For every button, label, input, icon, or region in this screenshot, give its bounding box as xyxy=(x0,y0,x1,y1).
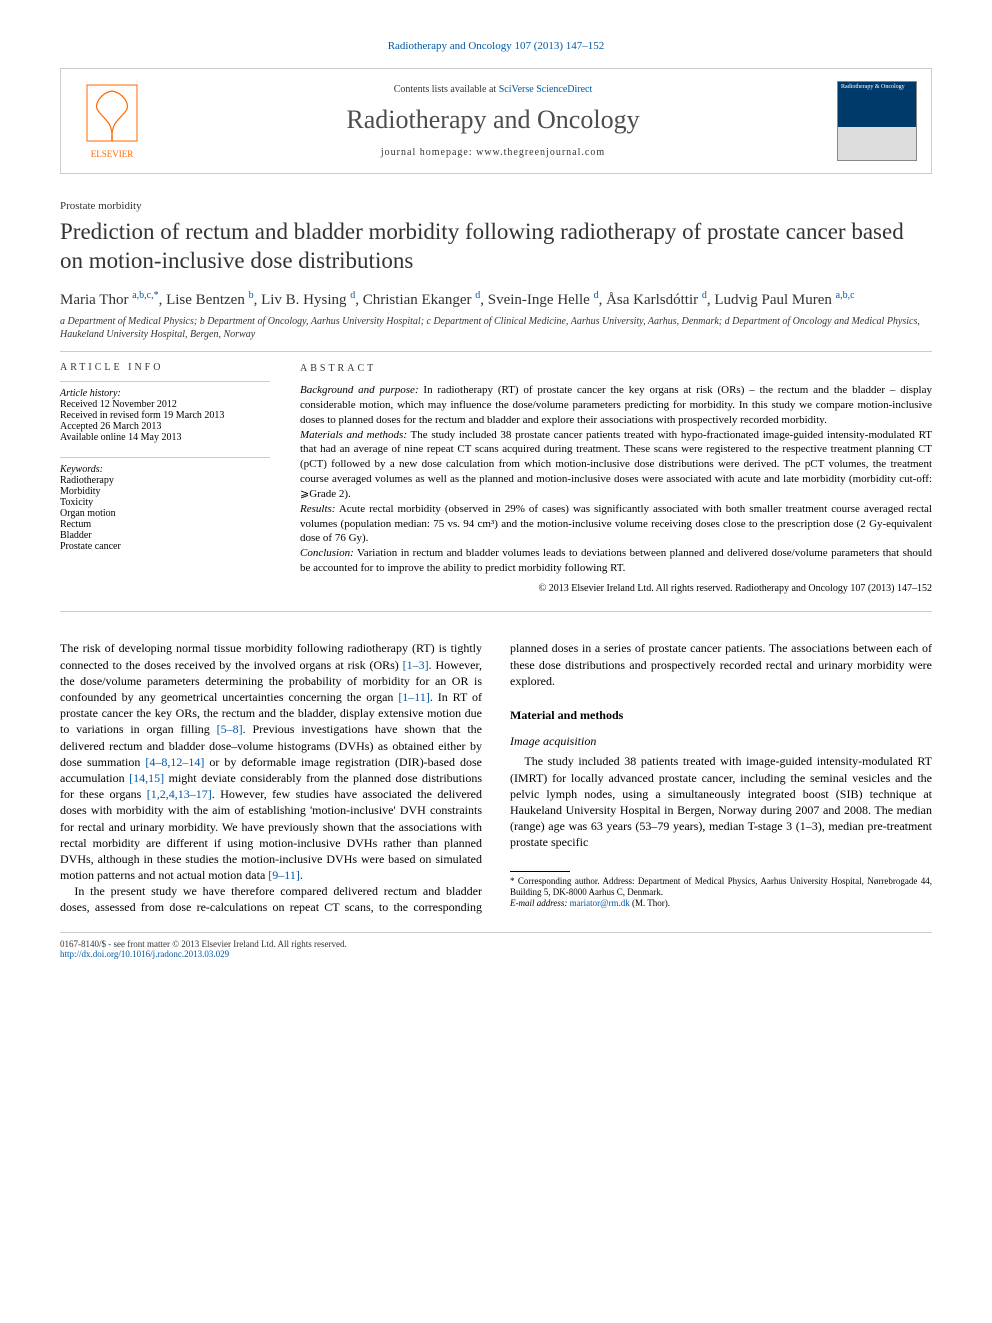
contents-prefix: Contents lists available at xyxy=(394,84,499,95)
keyword: Radiotherapy xyxy=(60,475,270,486)
masthead-center: Contents lists available at SciVerse Sci… xyxy=(149,81,837,161)
publisher-logo: ELSEVIER xyxy=(75,81,149,161)
journal-name: Radiotherapy and Oncology xyxy=(159,105,827,135)
info-abstract-row: article info Article history: Received 1… xyxy=(60,362,932,613)
abs-con-label: Conclusion: xyxy=(300,547,354,559)
abstract-column: abstract Background and purpose: In radi… xyxy=(300,362,932,596)
email-link[interactable]: mariator@rm.dk xyxy=(570,898,630,908)
keyword: Organ motion xyxy=(60,508,270,519)
article-history: Article history: Received 12 November 20… xyxy=(60,381,270,443)
history-line: Accepted 26 March 2013 xyxy=(60,421,270,432)
article-info-heading: article info xyxy=(60,362,270,373)
journal-cover-thumbnail: Radiotherapy & Oncology xyxy=(837,81,917,161)
abs-res-label: Results: xyxy=(300,503,335,515)
email-label: E-mail address: xyxy=(510,898,567,908)
abstract-copyright: © 2013 Elsevier Ireland Ltd. All rights … xyxy=(300,582,932,596)
doi-link[interactable]: http://dx.doi.org/10.1016/j.radonc.2013.… xyxy=(60,949,229,959)
keyword: Rectum xyxy=(60,519,270,530)
cover-label: Radiotherapy & Oncology xyxy=(841,84,905,90)
keyword: Toxicity xyxy=(60,497,270,508)
publisher-label: ELSEVIER xyxy=(91,149,134,159)
citation-link[interactable]: [4–8,12–14] xyxy=(145,755,204,769)
header-citation: Radiotherapy and Oncology 107 (2013) 147… xyxy=(60,40,932,52)
keywords-label: Keywords: xyxy=(60,464,270,475)
citation-link[interactable]: [1,2,4,13–17] xyxy=(147,787,212,801)
sciencedirect-link[interactable]: SciVerse ScienceDirect xyxy=(499,84,593,95)
keyword: Morbidity xyxy=(60,486,270,497)
history-line: Received 12 November 2012 xyxy=(60,399,270,410)
citation-link[interactable]: [1–11] xyxy=(398,690,430,704)
history-line: Available online 14 May 2013 xyxy=(60,432,270,443)
keyword: Prostate cancer xyxy=(60,541,270,552)
citation-link[interactable]: [14,15] xyxy=(129,771,164,785)
body-paragraph: The risk of developing normal tissue mor… xyxy=(60,640,482,883)
homepage-url: www.thegreenjournal.com xyxy=(476,147,605,158)
section-heading-methods: Material and methods xyxy=(510,707,932,723)
keywords-block: Keywords: Radiotherapy Morbidity Toxicit… xyxy=(60,457,270,552)
abs-con-text: Variation in rectum and bladder volumes … xyxy=(300,547,932,574)
email-person: (M. Thor). xyxy=(632,898,670,908)
footnote-text: * Corresponding author. Address: Departm… xyxy=(510,876,932,899)
page: Radiotherapy and Oncology 107 (2013) 147… xyxy=(0,0,992,999)
author-list: Maria Thor a,b,c,*, Lise Bentzen b, Liv … xyxy=(60,290,932,309)
abstract-heading: abstract xyxy=(300,362,932,376)
bottom-bar: 0167-8140/$ - see front matter © 2013 El… xyxy=(60,932,932,959)
elsevier-tree-icon: ELSEVIER xyxy=(81,81,143,161)
body-paragraph: The study included 38 patients treated w… xyxy=(510,753,932,850)
article-info-column: article info Article history: Received 1… xyxy=(60,362,270,596)
abs-bg-label: Background and purpose: xyxy=(300,384,419,396)
keyword: Bladder xyxy=(60,530,270,541)
masthead: ELSEVIER Contents lists available at Sci… xyxy=(60,68,932,174)
homepage-prefix: journal homepage: xyxy=(381,147,476,158)
section-tag: Prostate morbidity xyxy=(60,200,932,212)
citation-link[interactable]: [1–3] xyxy=(403,658,429,672)
history-label: Article history: xyxy=(60,388,270,399)
doi-value: 10.1016/j.radonc.2013.03.029 xyxy=(121,949,229,959)
article-title: Prediction of rectum and bladder morbidi… xyxy=(60,218,932,276)
citation-link[interactable]: [5–8] xyxy=(217,722,243,736)
abs-res-text: Acute rectal morbidity (observed in 29% … xyxy=(300,503,932,545)
citation-link[interactable]: [9–11] xyxy=(268,868,300,882)
abs-mm-label: Materials and methods: xyxy=(300,429,407,441)
abstract-body: Background and purpose: In radiotherapy … xyxy=(300,383,932,576)
body-columns: The risk of developing normal tissue mor… xyxy=(60,640,932,915)
affiliations: a Department of Medical Physics; b Depar… xyxy=(60,315,932,352)
contents-line: Contents lists available at SciVerse Sci… xyxy=(159,84,827,95)
subsection-heading-image-acq: Image acquisition xyxy=(510,733,932,749)
body-text: . xyxy=(300,868,303,882)
corresponding-author-footnote: * Corresponding author. Address: Departm… xyxy=(510,876,932,910)
footnote-rule xyxy=(510,871,570,872)
doi-prefix: http://dx.doi.org/ xyxy=(60,949,121,959)
history-line: Received in revised form 19 March 2013 xyxy=(60,410,270,421)
homepage-line: journal homepage: www.thegreenjournal.co… xyxy=(159,147,827,158)
issn-line: 0167-8140/$ - see front matter © 2013 El… xyxy=(60,939,932,949)
